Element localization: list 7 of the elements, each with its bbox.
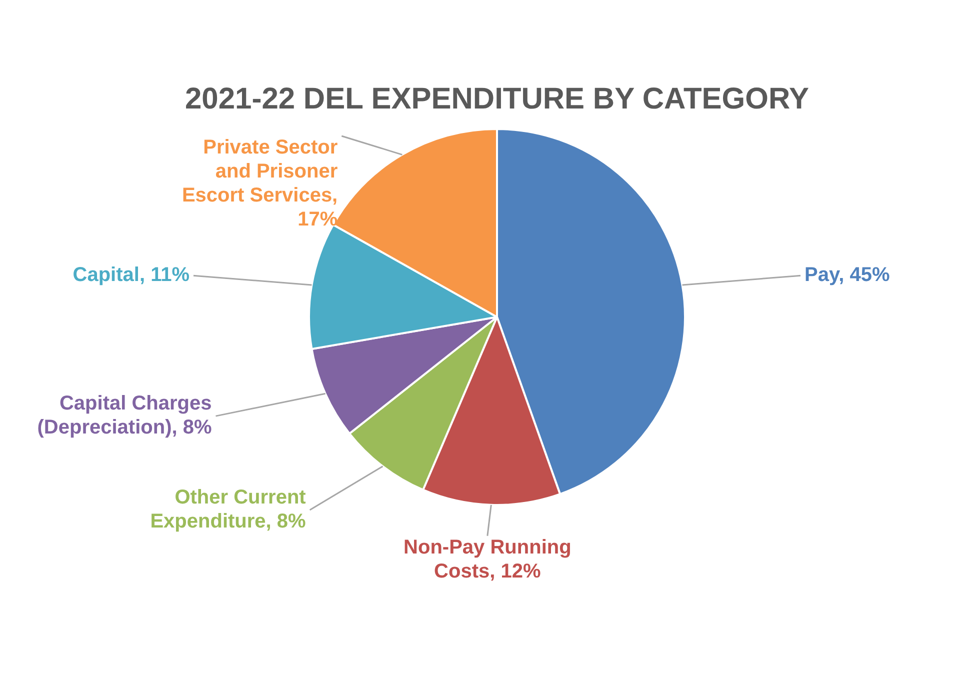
slice-label: Private Sector and Prisoner Escort Services, 17% <box>182 136 338 231</box>
slice-label: Other Current Expenditure, 8% <box>150 486 306 532</box>
slice-label: Capital Charges (Depreciation), 8% <box>37 392 212 439</box>
chart-title: 2021-22 DEL EXPENDITURE BY CATEGORY <box>184 82 810 116</box>
slice-label: Capital, 11% <box>72 264 190 286</box>
slice-label: Non-Pay Running Costs, 12% <box>404 536 572 582</box>
slice-label: Pay, 45% <box>804 264 890 286</box>
